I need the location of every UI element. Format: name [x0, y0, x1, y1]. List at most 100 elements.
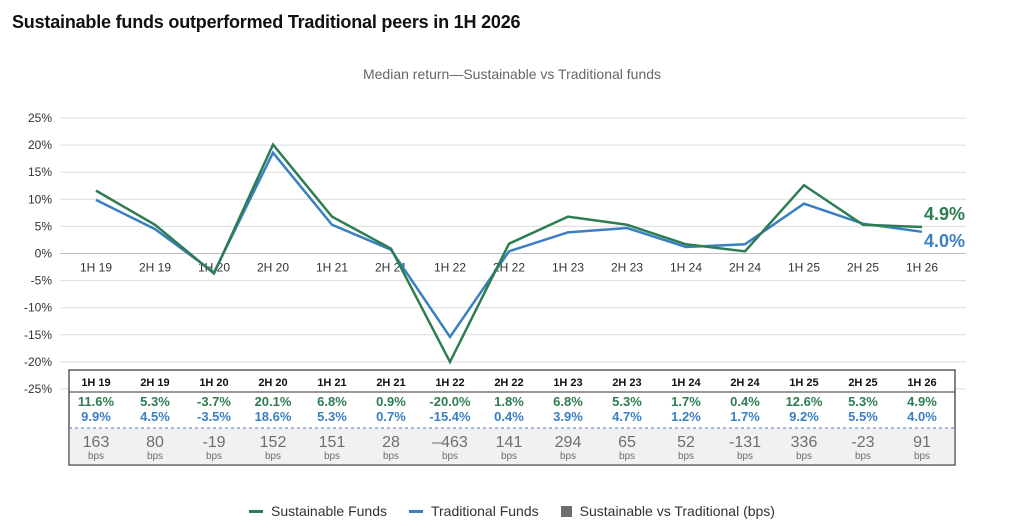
chart-title: Sustainable funds outperformed Tradition… — [12, 12, 521, 32]
y-tick-label: -25% — [24, 382, 52, 396]
table-cell-sustainable: 6.8% — [317, 394, 347, 409]
table-cell-difference: 65 — [618, 434, 636, 451]
table-cell-sustainable: -20.0% — [429, 394, 471, 409]
table-cell-traditional: 5.3% — [317, 409, 347, 424]
legend-label-traditional: Traditional Funds — [430, 503, 539, 519]
table-cell-difference: –463 — [432, 434, 468, 451]
series-line-sustainable — [95, 142, 923, 365]
table-cell-unit: bps — [206, 451, 222, 462]
table-cell-difference: -131 — [729, 434, 761, 451]
table-cell-traditional: 0.7% — [376, 409, 406, 424]
table-cell-traditional: 9.2% — [789, 409, 819, 424]
table-header-cell: 1H 26 — [907, 377, 936, 389]
table-cell-sustainable: 4.9% — [907, 394, 937, 409]
table-cell-difference: 151 — [319, 434, 346, 451]
table-cell-unit: bps — [855, 451, 871, 462]
x-tick-label: 1H 19 — [80, 261, 112, 275]
table-cell-traditional: 9.9% — [81, 409, 111, 424]
table-cell-traditional: 3.9% — [553, 409, 583, 424]
table-cell-difference: 28 — [382, 434, 400, 451]
table-cell-difference: 336 — [791, 434, 818, 451]
table-cell-unit: bps — [324, 451, 340, 462]
x-tick-label: 1H 23 — [552, 261, 584, 275]
table-cell-difference: 52 — [677, 434, 695, 451]
table-cell-traditional: -15.4% — [429, 409, 471, 424]
x-tick-label: 2H 20 — [257, 261, 289, 275]
table-cell-sustainable: 0.9% — [376, 394, 406, 409]
table-cell-sustainable: 5.3% — [612, 394, 642, 409]
table-cell-unit: bps — [442, 451, 458, 462]
y-tick-label: -10% — [24, 301, 52, 315]
table-cell-difference: 141 — [496, 434, 523, 451]
table-cell-difference: 152 — [260, 434, 287, 451]
table-cell-difference: -23 — [851, 434, 874, 451]
table-cell-traditional: 1.2% — [671, 409, 701, 424]
table-cell-sustainable: 12.6% — [786, 394, 823, 409]
table-cell-sustainable: 6.8% — [553, 394, 583, 409]
table-cell-sustainable: 5.3% — [140, 394, 170, 409]
table-cell-unit: bps — [796, 451, 812, 462]
x-tick-label: 2H 25 — [847, 261, 879, 275]
y-tick-label: -20% — [24, 355, 52, 369]
legend-item-difference: Sustainable vs Traditional (bps) — [560, 503, 775, 519]
legend: Sustainable Funds Traditional Funds Sust… — [0, 503, 1024, 519]
table-cell-difference: -19 — [202, 434, 225, 451]
table-cell-traditional: 4.0% — [907, 409, 937, 424]
table-cell-unit: bps — [383, 451, 399, 462]
table-header-cell: 1H 25 — [789, 377, 818, 389]
table-cell-unit: bps — [501, 451, 517, 462]
legend-item-sustainable: Sustainable Funds — [249, 503, 387, 519]
y-tick-label: 25% — [28, 111, 52, 125]
table-header-cell: 1H 20 — [199, 377, 228, 389]
table-cell-difference: 294 — [555, 434, 582, 451]
y-tick-label: -5% — [31, 274, 53, 288]
table-cell-traditional: 4.7% — [612, 409, 642, 424]
table-cell-unit: bps — [265, 451, 281, 462]
table-cell-difference: 80 — [146, 434, 164, 451]
x-tick-label: 1H 26 — [906, 261, 938, 275]
table-header-cell: 2H 20 — [258, 377, 287, 389]
table-cell-difference: 91 — [913, 434, 931, 451]
table-header-cell: 1H 22 — [435, 377, 464, 389]
x-tick-label: 1H 22 — [434, 261, 466, 275]
table-cell-unit: bps — [737, 451, 753, 462]
x-tick-label: 2H 24 — [729, 261, 761, 275]
y-tick-label: 20% — [28, 138, 52, 152]
table-header-cell: 1H 24 — [671, 377, 701, 389]
y-tick-label: 10% — [28, 192, 52, 206]
table-cell-traditional: 4.5% — [140, 409, 170, 424]
table-header-cell: 2H 22 — [494, 377, 523, 389]
line-chart: 25% 20% 15% 10% 5% 0% -5% -10% -15% -20% -25% 1H 19… — [24, 111, 966, 466]
table-header-cell: 2H 23 — [612, 377, 641, 389]
table-cell-unit: bps — [147, 451, 163, 462]
table-header-cell: 1H 23 — [553, 377, 582, 389]
table-cell-traditional: 0.4% — [494, 409, 524, 424]
table-header-cell: 1H 21 — [317, 377, 346, 389]
table-cell-sustainable: 20.1% — [255, 394, 292, 409]
table-cell-traditional: 1.7% — [730, 409, 760, 424]
chart-subtitle: Median return—Sustainable vs Traditional… — [362, 66, 662, 82]
table-header-cell: 2H 19 — [140, 377, 169, 389]
diff-row-band — [69, 428, 955, 465]
table-header-cell: 2H 21 — [376, 377, 405, 389]
end-label-traditional: 4.0% — [924, 231, 965, 251]
table-cell-traditional: 18.6% — [255, 409, 292, 424]
y-tick-label: 15% — [28, 165, 52, 179]
table-cell-unit: bps — [678, 451, 694, 462]
table-header-cell: 2H 25 — [848, 377, 877, 389]
legend-item-traditional: Traditional Funds — [408, 503, 539, 519]
x-tick-label: 1H 25 — [788, 261, 820, 275]
table-cell-sustainable: -3.7% — [197, 394, 231, 409]
x-tick-label: 1H 20 — [198, 261, 230, 275]
x-tick-label: 2H 19 — [139, 261, 171, 275]
legend-label-sustainable: Sustainable Funds — [271, 503, 387, 519]
table-cell-unit: bps — [619, 451, 635, 462]
table-cell-traditional: 5.5% — [848, 409, 878, 424]
legend-label-difference: Sustainable vs Traditional (bps) — [579, 503, 775, 519]
table-cell-sustainable: 1.8% — [494, 394, 524, 409]
x-tick-label: 2H 23 — [611, 261, 643, 275]
table-cell-sustainable: 11.6% — [78, 394, 115, 409]
table-header-cell: 2H 24 — [730, 377, 760, 389]
table-cell-traditional: -3.5% — [197, 409, 231, 424]
y-tick-label: 0% — [35, 247, 53, 261]
